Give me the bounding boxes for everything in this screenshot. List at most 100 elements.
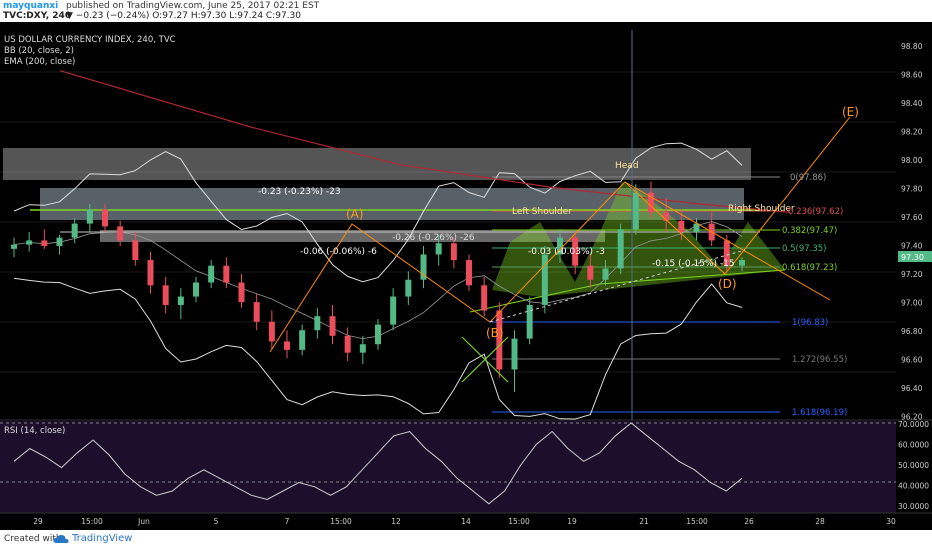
rsi-legend[interactable]: RSI (14, close) bbox=[4, 426, 65, 436]
price-tick: 96.40 bbox=[901, 384, 923, 393]
range-label-1: -0.23 (-0.23%) -23 bbox=[258, 187, 341, 197]
publish-info: published on TradingView.com, June 25, 2… bbox=[66, 1, 320, 11]
bollinger-lower-band bbox=[13, 277, 743, 420]
fib-1-label: 1(96.83) bbox=[792, 318, 828, 328]
candle bbox=[268, 321, 275, 342]
candle bbox=[56, 237, 63, 247]
time-tick: 21 bbox=[639, 517, 649, 526]
rsi-pane bbox=[0, 421, 896, 513]
candle bbox=[648, 192, 654, 213]
range-label-5: -0.15 (-0.15%) -15 bbox=[652, 259, 735, 269]
candle bbox=[147, 260, 154, 286]
time-tick: 7 bbox=[285, 517, 290, 526]
chart-area[interactable]: -0.23 (-0.23%) -23 -0.06 (-0.06%) -6 -0.… bbox=[0, 22, 932, 530]
wave-e-label: (E) bbox=[842, 105, 859, 119]
time-tick: 19 bbox=[567, 517, 577, 526]
candle bbox=[117, 226, 124, 241]
time-tick: 15:00 bbox=[81, 517, 103, 526]
bb-legend[interactable]: BB (20, close, 2) bbox=[4, 46, 74, 56]
candle bbox=[602, 268, 609, 280]
candle bbox=[208, 265, 215, 283]
candle bbox=[253, 302, 260, 322]
candle bbox=[314, 316, 321, 331]
candle bbox=[223, 265, 230, 283]
fib-1618-label: 1.618(96.19) bbox=[792, 408, 847, 418]
candle bbox=[132, 240, 139, 261]
candle bbox=[693, 223, 700, 233]
author-link[interactable]: mayquanxi bbox=[3, 1, 59, 11]
ema-legend[interactable]: EMA (200, close) bbox=[4, 57, 75, 67]
current-price-tag bbox=[898, 251, 932, 262]
x-mark bbox=[461, 336, 509, 383]
candle bbox=[466, 260, 472, 286]
candle bbox=[511, 338, 518, 370]
price-tick: 98.60 bbox=[901, 71, 923, 80]
tradingview-cloud-icon[interactable] bbox=[53, 534, 69, 544]
time-tick: Jun bbox=[137, 517, 150, 526]
range-label-4: -0.03 (-0.03%) -3 bbox=[528, 247, 605, 257]
candle bbox=[723, 240, 730, 266]
candle bbox=[557, 237, 563, 255]
candle bbox=[587, 265, 594, 280]
wave-a-label: (A) bbox=[346, 207, 364, 221]
time-tick: 5 bbox=[214, 517, 219, 526]
candle bbox=[390, 296, 397, 325]
price-chart[interactable]: -0.23 (-0.23%) -23 -0.06 (-0.06%) -6 -0.… bbox=[0, 22, 932, 530]
wave-b-label: (B) bbox=[486, 326, 504, 340]
candle bbox=[496, 310, 503, 370]
time-tick: 15:00 bbox=[508, 517, 530, 526]
candle bbox=[617, 229, 624, 269]
price-tick: 97.20 bbox=[901, 270, 923, 279]
price-axis[interactable]: 98.80 98.60 98.40 98.20 98.00 97.80 97.60 97.40… bbox=[901, 42, 923, 422]
candle bbox=[450, 243, 457, 261]
candle bbox=[375, 324, 381, 345]
resistance-zone-mid bbox=[40, 188, 744, 220]
time-tick: 28 bbox=[815, 517, 825, 526]
candle bbox=[359, 344, 366, 353]
footer: Created with TradingView bbox=[0, 530, 932, 550]
candles-layer bbox=[11, 181, 745, 392]
candle bbox=[162, 285, 169, 305]
wave-d-label: (D) bbox=[718, 277, 737, 291]
rsi-tick: 30.0000 bbox=[898, 502, 929, 511]
candle bbox=[663, 212, 670, 221]
fib-1272-label: 1.272(96.55) bbox=[792, 355, 847, 365]
current-price-label: 97.30 bbox=[901, 253, 924, 262]
candle bbox=[632, 192, 639, 230]
candle bbox=[420, 254, 427, 280]
rsi-axis[interactable]: 70.0000 60.0000 50.0000 40.0000 30.0000 bbox=[898, 420, 929, 511]
resistance-zone-top bbox=[3, 148, 751, 180]
candle bbox=[193, 282, 199, 297]
candle bbox=[481, 285, 488, 311]
candle bbox=[678, 220, 685, 233]
time-tick: 26 bbox=[744, 517, 754, 526]
candle bbox=[526, 304, 533, 339]
price-tick: 97.80 bbox=[901, 185, 923, 194]
candle bbox=[541, 254, 548, 305]
time-tick: 14 bbox=[461, 517, 471, 526]
time-tick: 12 bbox=[391, 517, 401, 526]
ohlc-readout: ▼ −0.23 (−0.24%) O:97.27 H:97.30 L:97.24… bbox=[66, 11, 302, 21]
candle bbox=[238, 282, 245, 303]
tradingview-brand-link[interactable]: TradingView bbox=[72, 533, 133, 544]
candle bbox=[299, 330, 306, 350]
support-zone bbox=[100, 230, 605, 242]
candle bbox=[177, 296, 184, 305]
candle bbox=[41, 240, 48, 247]
left-shoulder-label: Left Shoulder bbox=[512, 207, 572, 217]
candle bbox=[405, 279, 412, 297]
candle bbox=[739, 260, 745, 266]
time-tick: 15:00 bbox=[330, 517, 352, 526]
price-tick: 98.80 bbox=[901, 42, 923, 51]
price-tick: 97.60 bbox=[901, 213, 923, 222]
rsi-tick: 60.0000 bbox=[898, 441, 929, 450]
time-tick: 15:00 bbox=[686, 517, 708, 526]
time-axis[interactable]: 29 15:00 Jun 5 7 15:00 12 14 15:00 19 21 15:00 26 28 3… bbox=[33, 517, 896, 526]
head-label: Head bbox=[615, 161, 639, 171]
wave-lines bbox=[269, 116, 851, 353]
range-label-2: -0.06 (-0.06%) -6 bbox=[300, 247, 377, 257]
candle bbox=[26, 240, 33, 245]
candle bbox=[572, 237, 579, 266]
candle bbox=[284, 341, 290, 350]
rsi-line bbox=[13, 422, 743, 505]
